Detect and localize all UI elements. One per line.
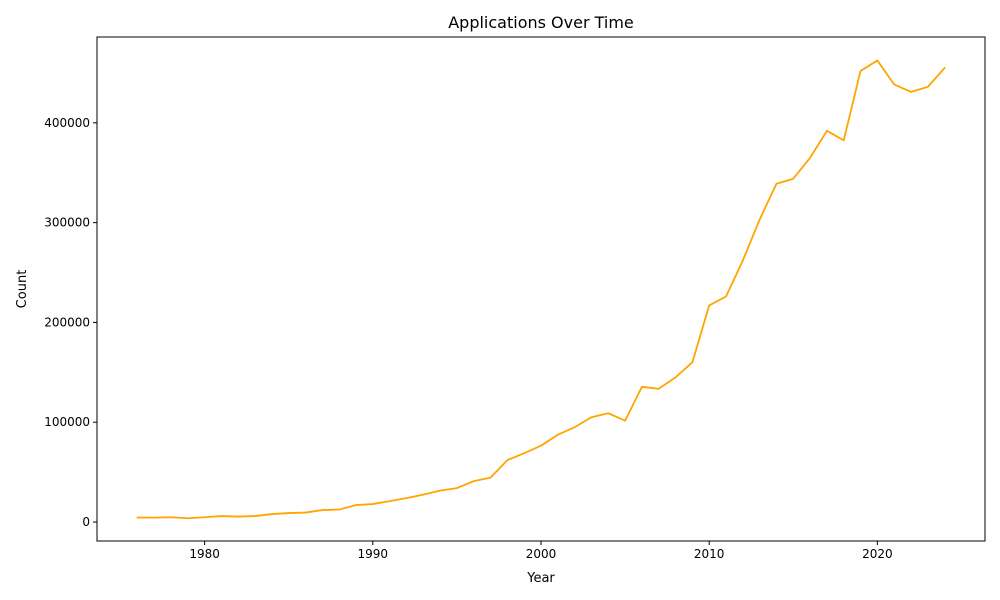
y-axis-label: Count <box>15 270 30 309</box>
y-tick-label: 0 <box>82 515 90 529</box>
x-axis-ticks: 1980 1990 2000 2010 2020 <box>189 541 893 561</box>
x-tick-label: 1990 <box>358 547 389 561</box>
x-axis-label: Year <box>526 571 555 586</box>
y-axis-ticks: 0 100000 200000 300000 400000 <box>44 116 97 529</box>
y-tick-label: 400000 <box>44 116 90 130</box>
x-tick-label: 1980 <box>189 547 220 561</box>
x-tick-label: 2020 <box>862 547 893 561</box>
x-tick-label: 2000 <box>526 547 557 561</box>
y-tick-label: 200000 <box>44 315 90 329</box>
y-tick-label: 100000 <box>44 415 90 429</box>
series-layer <box>136 59 946 520</box>
chart-title: Applications Over Time <box>448 13 634 32</box>
series-line-applications <box>136 59 946 520</box>
plot-frame <box>96 36 986 542</box>
x-tick-label: 2010 <box>694 547 725 561</box>
y-tick-label: 300000 <box>44 216 90 230</box>
